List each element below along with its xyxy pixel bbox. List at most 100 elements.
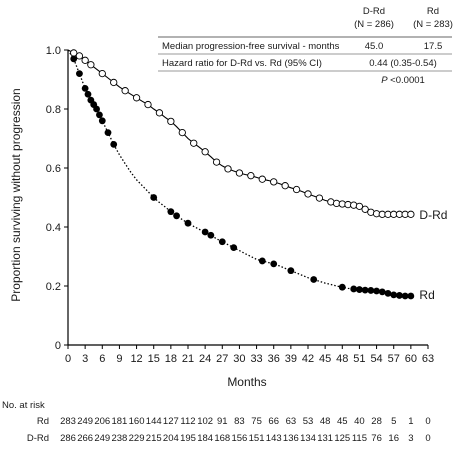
x-tick-label: 36 [268,353,280,365]
risk-value-rd: 75 [251,416,262,427]
x-tick-label: 63 [422,353,434,365]
censor-marker-rd [396,292,403,299]
summary-p-value: P <0.0001 [381,75,425,86]
risk-value-rd: 91 [217,416,228,427]
risk-value-rd: 28 [371,416,382,427]
x-tick-label: 24 [199,353,211,365]
censor-marker-d-rd [407,210,415,218]
series-layer: D-Rd Rd [67,49,447,302]
censor-marker-d-rd [212,158,221,166]
censor-marker-d-rd [355,202,364,211]
censor-marker-d-rd [258,175,266,183]
risk-value-d-rd: 204 [163,433,179,444]
x-tick-label: 45 [319,353,331,365]
risk-value-d-rd: 168 [214,433,230,444]
censor-marker-rd [167,208,175,216]
censor-marker-rd [110,141,118,148]
axes: 00.20.40.60.81.00 3 6 9 12 15 18 21 24 27 30 33 36 39… [46,45,434,365]
risk-value-rd: 249 [77,416,93,427]
censor-marker-rd [70,55,78,63]
x-tick-label: 15 [148,353,160,365]
risk-table-title: No. at risk [2,400,45,411]
censor-marker-d-rd [144,100,152,109]
x-tick-label: 42 [302,353,314,365]
risk-value-d-rd: 76 [371,433,382,444]
x-tick-label: 9 [116,353,122,365]
risk-row-label-rd: Rd [37,416,49,427]
risk-value-rd: 63 [286,416,297,427]
summary-table: D-Rd (N = 286) Rd (N = 283) Median progr… [158,6,453,86]
censor-marker-d-rd [190,139,198,147]
p-value-rest: <0.0001 [388,75,425,86]
risk-value-rd: 45 [337,416,348,427]
x-tick-label: 18 [165,353,177,365]
censor-marker-rd [356,286,363,293]
censor-marker-d-rd [270,178,278,186]
risk-value-d-rd: 3 [408,433,413,444]
risk-value-rd: 48 [320,416,331,427]
x-tick-label: 60 [405,353,417,365]
x-tick-label: 6 [99,353,105,365]
risk-value-d-rd: 266 [77,433,93,444]
risk-value-rd: 1 [408,416,413,427]
risk-value-d-rd: 143 [266,433,282,444]
x-tick-label: 54 [370,353,382,365]
censor-marker-d-rd [81,56,89,64]
y-tick-label: 0.2 [46,281,61,293]
censor-marker-rd [230,244,238,252]
censor-marker-rd [98,117,106,125]
x-tick-label: 0 [65,353,71,365]
y-axis-title: Proportion surviving without progression [9,88,23,301]
censor-marker-d-rd [315,194,324,202]
x-tick-label: 33 [250,353,262,365]
y-tick-label: 1.0 [46,45,61,57]
x-tick-label: 39 [285,353,297,365]
censor-marker-rd [207,231,215,239]
risk-value-rd: 160 [129,416,145,427]
series-line-d-rd [67,49,411,215]
censor-marker-rd [390,291,398,299]
y-tick-label: 0.4 [46,222,61,234]
risk-value-rd: 112 [180,416,195,427]
risk-value-rd: 206 [94,416,110,427]
x-tick-label: 27 [216,353,228,365]
risk-value-rd: 144 [146,416,162,427]
censor-marker-rd [401,292,409,300]
censor-marker-d-rd [110,78,118,87]
x-tick-label: 12 [130,353,142,365]
summary-col-subheader-drd: (N = 286) [354,19,394,30]
censor-marker-rd [201,228,209,236]
summary-hazard-ratio-value: 0.44 (0.35-0.54) [369,58,437,69]
risk-value-rd: 66 [268,416,279,427]
risk-value-rd: 0 [425,416,430,427]
risk-value-rd: 181 [111,416,127,427]
censor-marker-d-rd [201,148,209,156]
x-tick-label: 57 [388,353,400,365]
censor-marker-rd [76,70,83,77]
censor-marker-rd [93,105,100,113]
censor-marker-rd [350,285,358,293]
risk-value-rd: 283 [60,416,76,427]
censor-marker-d-rd [178,128,186,137]
censor-marker-rd [218,238,226,246]
risk-value-rd: 5 [391,416,396,427]
risk-row-label-d-rd: D-Rd [27,433,49,444]
censor-marker-d-rd [155,109,164,117]
censor-marker-d-rd [167,117,175,126]
risk-value-d-rd: 238 [111,433,127,444]
censor-marker-d-rd [75,52,84,60]
risk-value-rd: 83 [234,416,245,427]
risk-value-d-rd: 195 [180,433,196,444]
risk-table: No. at risk Rd 283 249 206 181 160 144 127 112 10… [2,400,431,444]
censor-marker-rd [287,267,295,275]
censor-marker-rd [310,276,318,283]
y-tick-label: 0.8 [46,104,61,116]
series-line-rd [67,49,411,297]
risk-value-rd: 53 [303,416,314,427]
x-tick-label: 51 [353,353,365,365]
risk-value-d-rd: 131 [317,433,333,444]
risk-value-d-rd: 215 [146,433,162,444]
series-d-rd: D-Rd [67,49,447,222]
risk-value-d-rd: 134 [300,433,316,444]
